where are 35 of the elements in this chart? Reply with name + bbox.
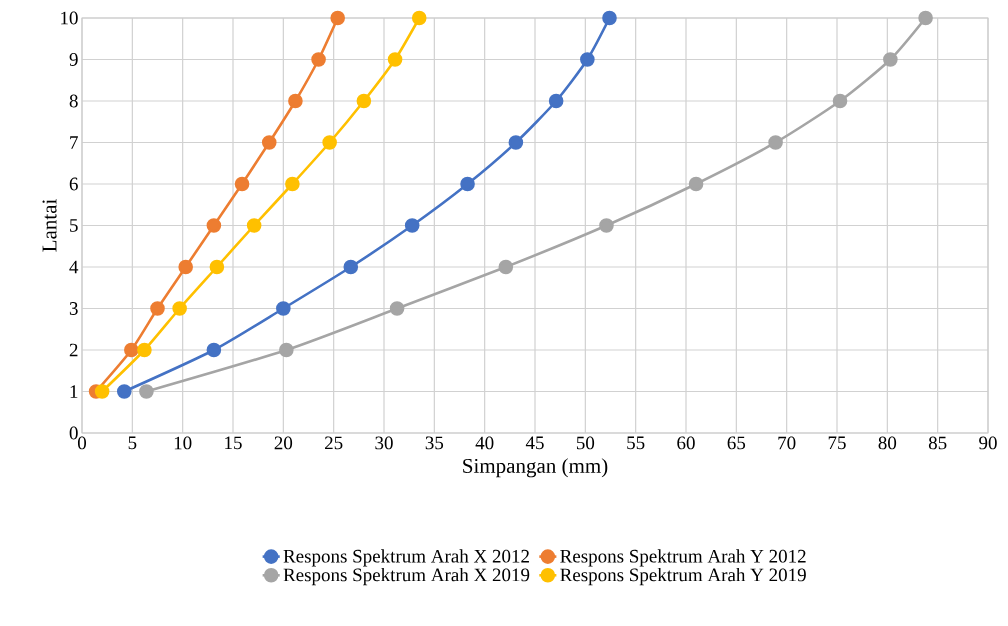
y-tick-label: 6 <box>69 177 78 191</box>
x-tick-label: 40 <box>475 436 494 450</box>
x-tick-label: 25 <box>325 436 343 450</box>
y-tick-label: 5 <box>70 219 78 232</box>
x-tick-label: 50 <box>576 436 595 450</box>
x-tick-label: 80 <box>878 436 897 450</box>
x-axis-title: Simpangan (mm) <box>463 458 608 478</box>
y-tick-label: 10 <box>61 11 78 25</box>
x-tick-label: 15 <box>225 436 242 450</box>
x-tick-label: 30 <box>375 436 393 450</box>
x-tick-label: 75 <box>828 436 846 450</box>
legend-label: Respons Spektrum Arah Y 2019 <box>560 567 806 586</box>
legend-label: Respons Spektrum Arah X 2012 <box>283 549 529 567</box>
x-tick-label: 10 <box>174 436 192 450</box>
x-tick-label: 20 <box>274 436 293 450</box>
y-tick-label: 7 <box>70 136 78 149</box>
x-tick-label: 55 <box>627 436 645 450</box>
x-tick-label: 90 <box>979 436 997 450</box>
y-tick-label: 9 <box>69 53 78 66</box>
y-tick-label: 1 <box>70 385 78 398</box>
x-tick-label: 5 <box>128 436 137 450</box>
y-tick-label: 3 <box>69 302 78 315</box>
y-tick-label: 2 <box>69 343 78 357</box>
y-tick-label: 4 <box>69 260 79 274</box>
x-tick-label: 65 <box>727 436 746 450</box>
y-tick-label: 8 <box>69 94 78 108</box>
legend-label: Respons Spektrum Arah Y 2012 <box>560 549 806 567</box>
y-tick-label: 0 <box>69 426 78 440</box>
x-tick-label: 85 <box>928 436 947 450</box>
x-tick-label: 35 <box>425 436 444 450</box>
y-axis-title: Lantai <box>42 199 57 252</box>
x-tick-label: 60 <box>677 436 695 450</box>
legend-label: Respons Spektrum Arah X 2019 <box>283 567 530 586</box>
x-tick-label: 70 <box>778 436 796 450</box>
x-tick-label: 45 <box>525 436 544 450</box>
